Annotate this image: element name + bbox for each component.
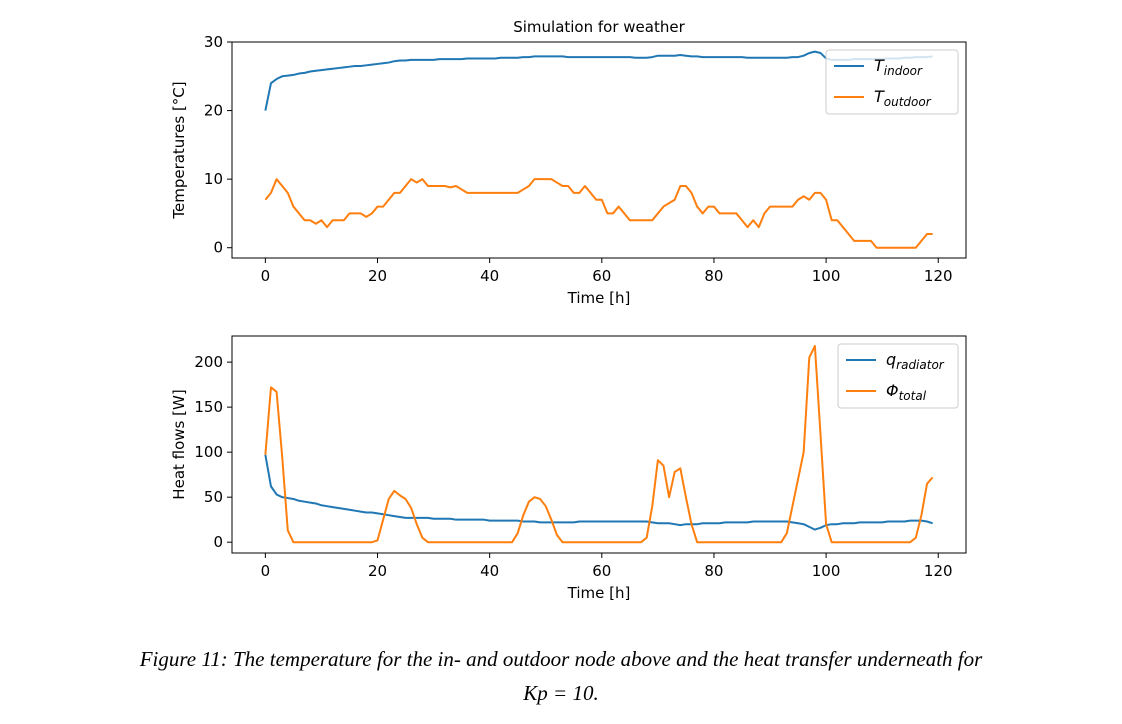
x-tick-label: 120 [924,562,953,580]
y-tick-label: 100 [194,443,223,461]
y-tick-label: 10 [204,170,223,188]
x-tick-label: 100 [812,562,841,580]
x-tick-label: 80 [704,562,723,580]
x-tick-label: 80 [704,267,723,285]
x-tick-label: 0 [261,267,271,285]
legend: qradiator Φtotal [837,343,959,409]
y-tick-label: 50 [204,488,223,506]
chart-title: Simulation for weather [513,18,685,36]
legend-subscript: total [899,389,927,403]
x-tick-label: 100 [812,267,841,285]
y-tick-label: 150 [194,398,223,416]
plot-frame [231,41,967,259]
x-tick-label: 60 [592,562,611,580]
x-axis-label: Time [h] [567,289,631,307]
series-line [264,178,933,249]
x-tick-label: 20 [368,562,387,580]
legend-label: Tindoor [874,56,923,78]
caption-line: Kp = 10. [522,681,598,705]
x-tick-label: 40 [480,267,499,285]
legend-subscript: radiator [896,358,945,372]
y-tick-label: 20 [204,102,223,120]
y-tick-label: 0 [213,533,223,551]
legend-name: q [886,350,896,369]
y-tick-label: 200 [194,353,223,371]
caption-line: Figure 11: The temperature for the in- a… [139,647,983,671]
legend-label: qradiator [886,350,945,372]
y-axis-label: Temperatures [°C] [170,81,188,219]
y-tick-label: 0 [213,239,223,257]
x-tick-label: 40 [480,562,499,580]
legend-name: T [874,56,885,75]
x-tick-label: 120 [924,267,953,285]
series-line [264,344,934,544]
legend-label: Toutdoor [874,87,932,109]
x-tick-label: 60 [592,267,611,285]
series-line [264,50,933,111]
y-axis-label: Heat flows [W] [170,389,188,499]
plot-frame [231,335,967,554]
series-line [264,454,933,531]
legend-subscript: indoor [884,64,923,78]
y-tick-label: 30 [204,33,223,51]
legend-subscript: outdoor [884,95,932,109]
x-tick-label: 20 [368,267,387,285]
x-axis-label: Time [h] [567,584,631,602]
legend-label: Φtotal [886,381,927,403]
legend-name: T [874,87,885,106]
legend-name: Φ [886,381,899,400]
x-tick-label: 0 [261,562,271,580]
